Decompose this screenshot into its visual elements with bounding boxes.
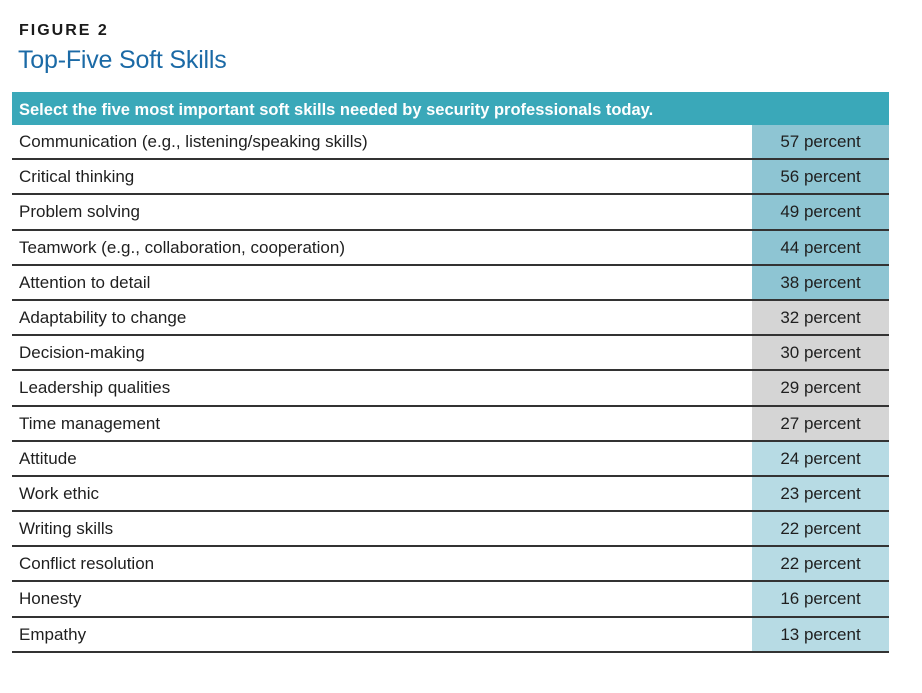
- skills-table: Select the five most important soft skil…: [12, 92, 889, 653]
- skill-percent: 49 percent: [752, 195, 889, 229]
- table-row: Adaptability to change 32 percent: [12, 300, 889, 337]
- skill-percent: 13 percent: [752, 617, 889, 651]
- skill-percent: 27 percent: [752, 406, 889, 440]
- table-row: Teamwork (e.g., collaboration, cooperati…: [12, 230, 889, 266]
- table-row: Problem solving 49 percent: [12, 195, 889, 231]
- skill-name: Problem solving: [19, 202, 140, 222]
- table-row: Honesty 16 percent: [12, 582, 889, 618]
- skill-percent: 57 percent: [752, 125, 889, 159]
- skill-name: Decision-making: [19, 343, 145, 363]
- table-row: Attitude 24 percent: [12, 441, 889, 477]
- table-row: Attention to detail 38 percent: [12, 265, 889, 301]
- skill-name: Writing skills: [19, 519, 114, 539]
- figure-title: Top-Five Soft Skills: [18, 46, 227, 74]
- skill-name: Time management: [19, 413, 161, 433]
- skill-percent: 23 percent: [752, 476, 889, 511]
- skill-name: Conflict resolution: [19, 554, 155, 574]
- skill-name: Communication (e.g., listening/speaking …: [19, 132, 368, 151]
- skill-name: Critical thinking: [19, 167, 135, 187]
- skill-percent: 32 percent: [752, 300, 889, 335]
- skill-name: Honesty: [19, 589, 82, 609]
- table-row: Communication (e.g., listening/speaking …: [12, 125, 889, 161]
- skill-percent: 44 percent: [752, 230, 889, 264]
- table-row: Critical thinking 56 percent: [12, 160, 889, 196]
- table-row: Leadership qualities 29 percent: [12, 371, 889, 407]
- skill-percent: 38 percent: [752, 265, 889, 299]
- table-question-header: Select the five most important soft skil…: [12, 92, 889, 125]
- skill-percent: 22 percent: [752, 547, 889, 581]
- skill-name: Empathy: [19, 624, 87, 644]
- skill-name: Teamwork (e.g., collaboration, cooperati…: [19, 237, 345, 257]
- table-row: Empathy 13 percent: [12, 617, 889, 653]
- skill-percent: 24 percent: [752, 441, 889, 475]
- table-row: Time management 27 percent: [12, 406, 889, 442]
- skill-name: Adaptability to change: [19, 307, 187, 327]
- skill-percent: 29 percent: [752, 371, 889, 405]
- skill-name: Attitude: [19, 448, 77, 468]
- skill-name: Work ethic: [19, 483, 99, 503]
- skill-percent: 30 percent: [752, 336, 889, 370]
- table-row: Decision-making 30 percent: [12, 336, 889, 372]
- skill-name: Leadership qualities: [19, 378, 171, 398]
- skill-percent: 16 percent: [752, 582, 889, 616]
- table-row: Work ethic 23 percent: [12, 476, 889, 513]
- skill-name: Attention to detail: [19, 272, 151, 292]
- table-body: Communication (e.g., listening/speaking …: [12, 125, 889, 653]
- table-row: Writing skills 22 percent: [12, 512, 889, 548]
- table-row: Conflict resolution 22 percent: [12, 547, 889, 583]
- skill-percent: 22 percent: [752, 512, 889, 546]
- skill-percent: 56 percent: [752, 160, 889, 194]
- figure-label: FIGURE 2: [19, 22, 109, 39]
